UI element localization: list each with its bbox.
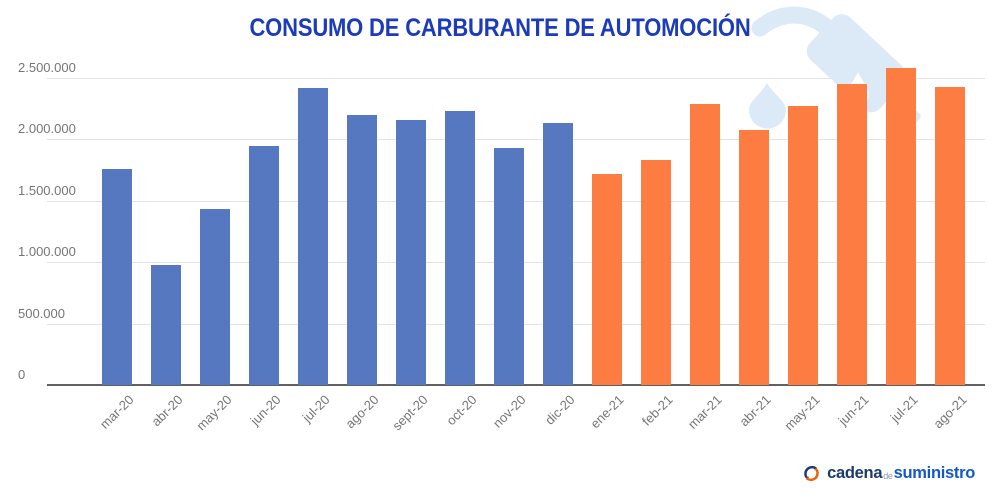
x-tick-label: may-20 <box>193 392 235 434</box>
y-tick-label: 2.000.000 <box>18 121 76 137</box>
y-tick-label: 0 <box>18 367 26 382</box>
x-tick-label: feb-21 <box>638 392 676 429</box>
brand-word-suministro: suministro <box>893 464 976 482</box>
bar-ago-20 <box>346 114 377 385</box>
x-tick-label: nov-20 <box>489 392 529 431</box>
x-tick-label: jun-21 <box>835 392 872 429</box>
bar-may-20 <box>199 209 230 385</box>
nozzle-droplet-cutout-icon <box>847 72 869 106</box>
y-tick-label: 2.500.000 <box>18 60 76 75</box>
chart-title: CONSUMO DE CARBURANTE DE AUTOMOCIÓN <box>249 14 751 42</box>
bar-feb-21 <box>640 160 671 385</box>
brand-word-cadena: cadena <box>827 464 883 482</box>
brand-logo: cadena de suministro <box>802 464 975 483</box>
gridline <box>47 323 985 325</box>
droplet-icon <box>749 83 786 129</box>
brand-wordmark: cadena de suministro <box>827 464 975 483</box>
bar-mar-20 <box>101 168 132 385</box>
bar-may-21 <box>787 106 818 385</box>
y-tick-label: 500.000 <box>18 305 65 321</box>
gridline <box>47 139 985 141</box>
y-tick-label: 1.500.000 <box>18 182 76 198</box>
bar-jun-20 <box>248 145 279 385</box>
bar-abr-20 <box>150 264 181 385</box>
x-tick-label: jun-20 <box>247 392 284 429</box>
brand-word-de: de <box>883 471 893 481</box>
x-axis-baseline <box>47 384 985 386</box>
gridline <box>47 262 985 264</box>
bar-abr-21 <box>738 129 769 385</box>
bar-jul-21 <box>885 68 916 385</box>
fuel-nozzle-spout-icon <box>882 87 921 125</box>
bar-jun-21 <box>836 84 867 385</box>
bar-dic-20 <box>542 123 573 385</box>
x-tick-label: may-21 <box>781 392 823 434</box>
bar-ago-21 <box>934 86 965 385</box>
x-tick-label: ene-21 <box>587 392 627 432</box>
x-tick-label: abr-20 <box>148 392 186 430</box>
x-tick-label: sept-20 <box>389 392 431 434</box>
y-tick-label: 1.000.000 <box>18 244 76 260</box>
cadena-de-suministro-logo-icon <box>804 465 819 482</box>
bar-sept-20 <box>395 119 426 385</box>
bar-jul-20 <box>297 87 328 385</box>
x-tick-label: jul-21 <box>887 392 921 426</box>
x-tick-label: abr-21 <box>736 392 774 430</box>
x-tick-label: mar-20 <box>96 392 137 432</box>
gridline <box>47 200 985 202</box>
x-tick-label: jul-20 <box>299 392 333 426</box>
bar-nov-20 <box>493 147 524 385</box>
gridline <box>47 78 985 79</box>
x-tick-label: ago-21 <box>930 392 970 432</box>
x-tick-label: dic-20 <box>541 392 578 428</box>
x-tick-label: oct-20 <box>443 392 480 429</box>
bar-ene-21 <box>591 173 622 385</box>
bar-mar-21 <box>689 103 720 385</box>
x-tick-label: mar-21 <box>684 392 725 432</box>
bar-oct-20 <box>444 111 475 385</box>
x-tick-label: ago-20 <box>342 392 382 432</box>
